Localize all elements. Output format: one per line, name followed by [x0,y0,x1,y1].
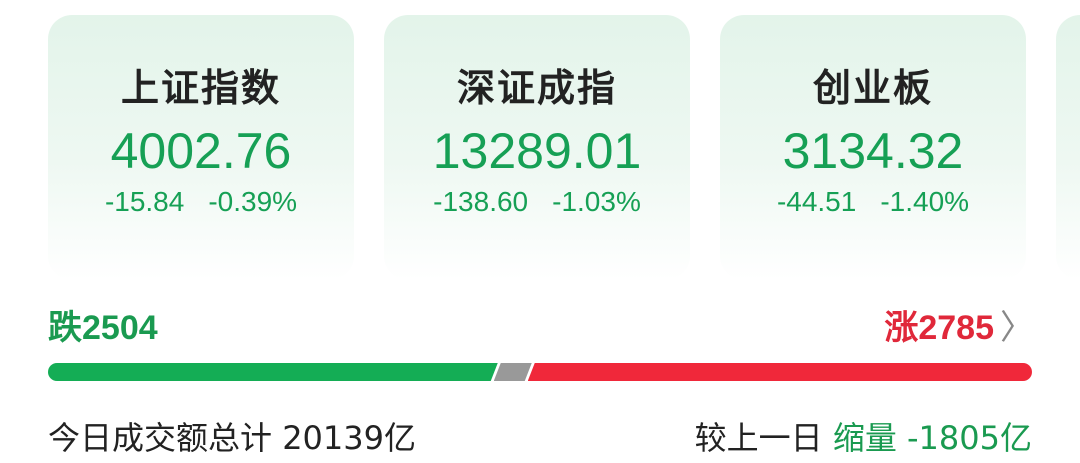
index-change: -15.84 [104,186,185,217]
rise-count[interactable]: 涨2785 [884,309,994,347]
compare-label: 较上一日 [694,419,823,457]
index-change: -138.60 [433,186,529,217]
fall-count: 跌2504 [48,309,158,347]
turnover-total: 今日成交额总计 20139亿 [48,413,416,459]
flat-segment [494,363,532,381]
index-price: 13289.01 [432,123,642,179]
turnover-compare: 较上一日 缩量 -1805亿 [695,413,1032,459]
index-pct: -1.03% [552,186,641,217]
index-price: 3134.32 [782,123,964,179]
breadth-bar [48,363,1032,381]
chevron-right-icon[interactable]: 〉 [1000,308,1034,348]
index-card-cyb[interactable]: 创业板 3134.32 -44.51 -1.40% [720,15,1026,280]
index-pct: -1.40% [880,186,970,217]
fall-segment [48,363,498,381]
index-pct: -0.39% [208,186,298,217]
compare-delta: -1805亿 [907,419,1032,457]
index-price: 4002.76 [110,123,292,179]
index-card-partial[interactable] [1056,15,1080,280]
index-card-sz[interactable]: 深证成指 13289.01 -138.60 -1.03% [384,15,690,280]
index-name: 创业板 [812,66,933,110]
compare-trend: 缩量 [832,419,897,457]
rise-segment [527,363,1032,381]
turnover-value: 20139亿 [282,419,416,457]
index-change: -44.51 [776,186,857,217]
turnover-label: 今日成交额总计 [48,419,273,457]
index-name: 深证成指 [456,66,617,110]
index-card-sh[interactable]: 上证指数 4002.76 -15.84 -0.39% [48,15,354,280]
index-name: 上证指数 [120,66,281,110]
